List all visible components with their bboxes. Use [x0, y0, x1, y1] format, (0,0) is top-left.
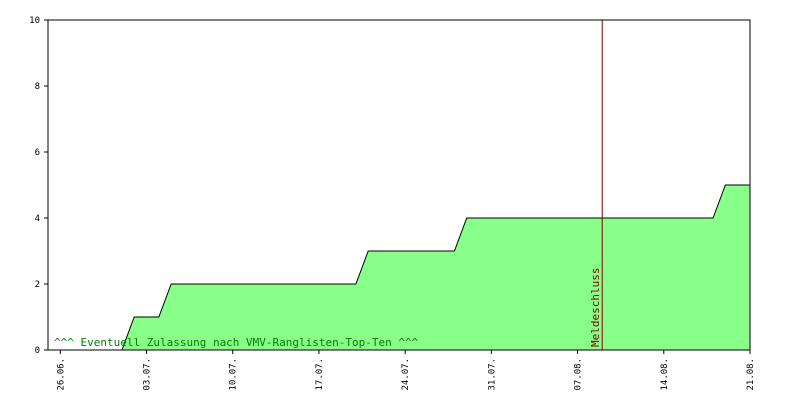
x-tick-label: 26.06. — [56, 358, 66, 391]
area-fill — [48, 185, 750, 350]
annotation: ^^^ Eventuell Zulassung nach VMV-Ranglis… — [54, 336, 419, 349]
x-tick-label: 14.08. — [660, 358, 670, 391]
x-tick-label: 24.07. — [401, 358, 411, 391]
x-tick-label: 21.08. — [746, 358, 756, 391]
y-tick-label: 0 — [35, 346, 40, 356]
x-tick-label: 07.08. — [574, 358, 584, 391]
y-tick-label: 6 — [35, 148, 40, 158]
y-tick-label: 10 — [29, 16, 40, 26]
y-tick-label: 2 — [35, 280, 40, 290]
deadline-label: Meldeschluss — [589, 268, 602, 347]
area-line — [48, 184, 750, 351]
x-tick-label: 03.07. — [143, 358, 153, 391]
plot-frame — [47, 19, 751, 351]
x-tick-label: 17.07. — [315, 358, 325, 391]
x-tick-label: 31.07. — [487, 358, 497, 391]
x-tick-label: 10.07. — [229, 358, 239, 391]
y-tick-label: 8 — [35, 82, 40, 92]
y-tick-label: 4 — [35, 214, 40, 224]
